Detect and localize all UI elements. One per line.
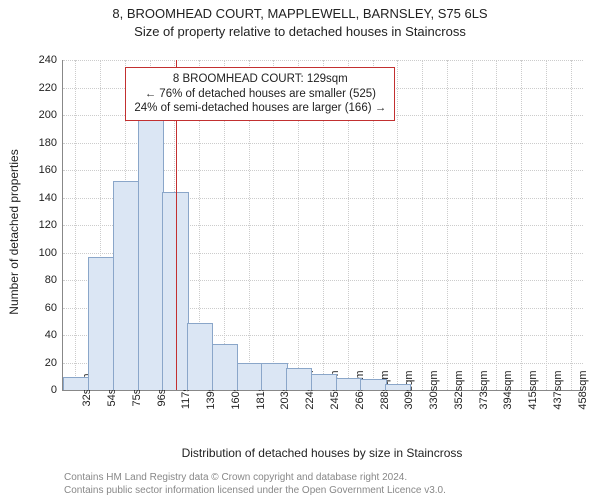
xtick-label: 352sqm xyxy=(447,370,465,409)
histogram-bar xyxy=(88,257,114,390)
histogram-bar xyxy=(63,377,89,390)
footer-line-2: Contains public sector information licen… xyxy=(64,485,446,496)
histogram-bar xyxy=(113,181,139,390)
ytick-label: 80 xyxy=(45,274,63,286)
grid-line-v xyxy=(571,60,572,390)
ytick-label: 160 xyxy=(39,164,63,176)
ytick-label: 0 xyxy=(51,384,63,396)
y-axis-label: Number of detached properties xyxy=(7,67,21,397)
chart-plot-area: 02040608010012014016018020022024032sqm54… xyxy=(62,60,583,391)
ytick-label: 180 xyxy=(39,137,63,149)
xtick-label: 437sqm xyxy=(546,370,564,409)
ytick-label: 240 xyxy=(39,54,63,66)
x-axis-label: Distribution of detached houses by size … xyxy=(62,446,582,460)
histogram-bar xyxy=(261,363,287,390)
grid-line-v xyxy=(546,60,547,390)
ytick-label: 40 xyxy=(45,329,63,341)
ytick-label: 220 xyxy=(39,82,63,94)
histogram-bar xyxy=(336,378,362,390)
chart-subtitle: Size of property relative to detached ho… xyxy=(0,24,600,39)
xtick-label: 330sqm xyxy=(422,370,440,409)
annotation-box: 8 BROOMHEAD COURT: 129sqm ← 76% of detac… xyxy=(125,67,395,122)
ytick-label: 20 xyxy=(45,357,63,369)
xtick-label: 309sqm xyxy=(397,370,415,409)
ytick-label: 100 xyxy=(39,247,63,259)
grid-line-v xyxy=(422,60,423,390)
histogram-bar xyxy=(286,368,312,390)
grid-line-v xyxy=(447,60,448,390)
ytick-label: 200 xyxy=(39,109,63,121)
histogram-bar xyxy=(187,323,213,390)
annotation-line-2: ← 76% of detached houses are smaller (52… xyxy=(134,87,386,102)
xtick-label: 415sqm xyxy=(521,370,539,409)
histogram-bar xyxy=(385,384,411,391)
chart-title: 8, BROOMHEAD COURT, MAPPLEWELL, BARNSLEY… xyxy=(0,6,600,21)
xtick-label: 373sqm xyxy=(472,370,490,409)
ytick-label: 120 xyxy=(39,219,63,231)
grid-line-v xyxy=(75,60,76,390)
xtick-label: 458sqm xyxy=(571,370,589,409)
histogram-bar xyxy=(237,363,263,390)
annotation-line-1: 8 BROOMHEAD COURT: 129sqm xyxy=(134,72,386,87)
grid-line-v xyxy=(496,60,497,390)
grid-line-v xyxy=(472,60,473,390)
grid-line-v xyxy=(397,60,398,390)
grid-line-v xyxy=(521,60,522,390)
histogram-bar xyxy=(311,374,337,390)
xtick-label: 266sqm xyxy=(348,370,366,409)
xtick-label: 288sqm xyxy=(373,370,391,409)
footer-line-1: Contains HM Land Registry data © Crown c… xyxy=(64,472,407,483)
xtick-label: 394sqm xyxy=(496,370,514,409)
annotation-line-3: 24% of semi-detached houses are larger (… xyxy=(134,101,386,116)
ytick-label: 60 xyxy=(45,302,63,314)
histogram-bar xyxy=(138,78,164,390)
histogram-bar xyxy=(360,379,386,390)
ytick-label: 140 xyxy=(39,192,63,204)
chart-container: 8, BROOMHEAD COURT, MAPPLEWELL, BARNSLEY… xyxy=(0,0,600,500)
histogram-bar xyxy=(212,344,238,390)
